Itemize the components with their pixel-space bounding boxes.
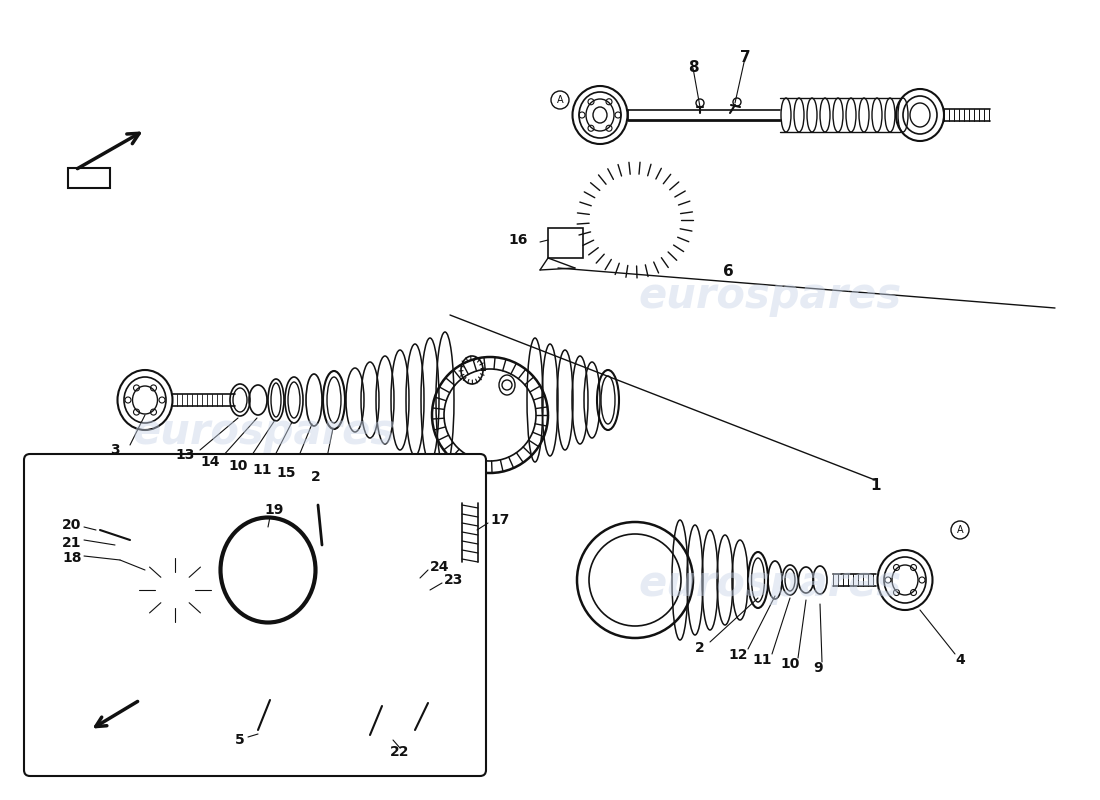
Text: 6: 6 [723, 265, 734, 279]
Text: 18: 18 [63, 551, 81, 565]
FancyBboxPatch shape [24, 454, 486, 776]
Bar [68, 168, 110, 188]
Text: 21: 21 [63, 536, 81, 550]
Text: eurospares: eurospares [638, 563, 902, 605]
Text: 8: 8 [688, 61, 698, 75]
Text: 11: 11 [752, 653, 772, 667]
Text: 17: 17 [490, 513, 509, 527]
Text: 7: 7 [739, 50, 750, 66]
Text: 5: 5 [235, 733, 245, 747]
Text: 1: 1 [870, 478, 880, 493]
Text: 12: 12 [728, 648, 748, 662]
Text: 14: 14 [200, 455, 220, 469]
Text: 24: 24 [430, 560, 450, 574]
Text: A: A [557, 95, 563, 105]
Bar [548, 228, 583, 258]
Text: 16: 16 [508, 233, 528, 247]
Text: 11: 11 [252, 463, 272, 477]
Text: eurospares: eurospares [638, 275, 902, 317]
Text: 4: 4 [955, 653, 965, 667]
Text: 13: 13 [175, 448, 195, 462]
Text: 15: 15 [276, 466, 296, 480]
Text: 19: 19 [264, 503, 284, 517]
Text: eurospares: eurospares [132, 411, 396, 453]
Text: 9: 9 [813, 661, 823, 675]
Text: 22: 22 [390, 745, 409, 759]
Text: A: A [957, 525, 964, 535]
Text: 20: 20 [63, 518, 81, 532]
Text: 2: 2 [311, 470, 321, 484]
Text: 2: 2 [695, 641, 705, 655]
Text: 10: 10 [229, 459, 248, 473]
Text: 3: 3 [110, 443, 120, 457]
Text: 23: 23 [444, 573, 463, 587]
Text: 10: 10 [780, 657, 800, 671]
Bar [82, 728, 117, 748]
